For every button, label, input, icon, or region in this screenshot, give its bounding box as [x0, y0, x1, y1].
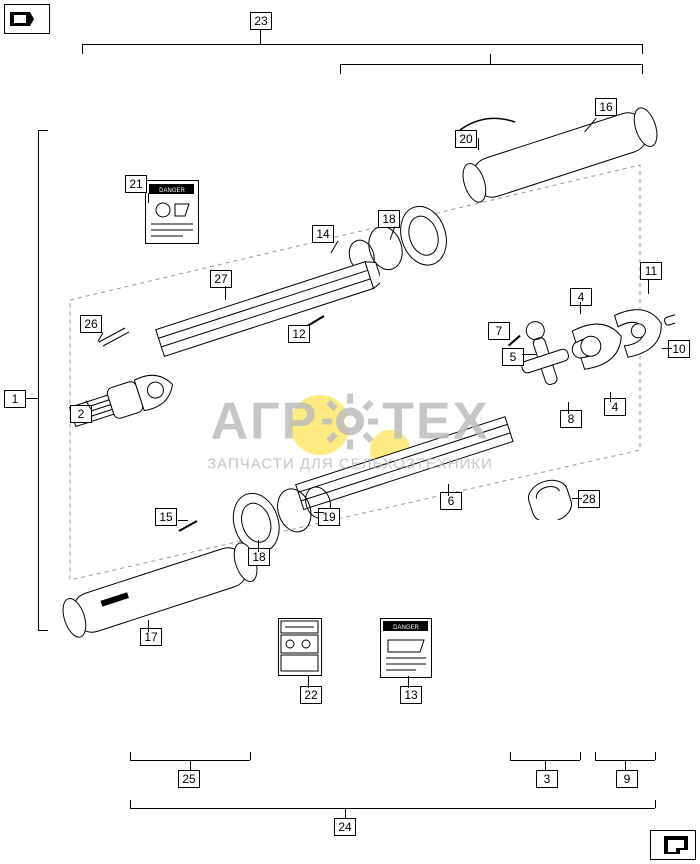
callout-7: 7	[488, 322, 510, 340]
callout-25: 25	[178, 770, 200, 788]
callout-18b: 18	[248, 548, 270, 566]
svg-text:DANGER: DANGER	[159, 188, 185, 194]
bracket-23	[82, 44, 642, 45]
bracket-1	[38, 130, 39, 630]
callout-4b: 4	[604, 398, 626, 416]
callout-21: 21	[125, 175, 147, 193]
callout-9: 9	[616, 770, 638, 788]
callout-17: 17	[140, 628, 162, 646]
bracket-24	[130, 808, 655, 809]
part-yoke-spline-2	[65, 360, 185, 440]
callout-3: 3	[536, 770, 558, 788]
callout-1: 1	[4, 390, 26, 408]
callout-22: 22	[300, 686, 322, 704]
callout-28: 28	[578, 490, 600, 508]
callout-15: 15	[155, 508, 177, 526]
callout-20: 20	[455, 130, 477, 148]
callout-11: 11	[640, 262, 662, 280]
callout-24: 24	[334, 818, 356, 836]
part-bushing-28	[520, 470, 576, 520]
callout-16: 16	[595, 98, 617, 116]
callout-19: 19	[318, 508, 340, 526]
callout-4a: 4	[570, 288, 592, 306]
page-icon-bottom-right	[650, 830, 696, 860]
warning-label-21: DANGER	[145, 180, 199, 244]
callout-18a: 18	[378, 210, 400, 228]
warning-label-13: DANGER	[380, 618, 432, 678]
callout-8: 8	[560, 410, 582, 428]
part-shaft-27	[150, 255, 380, 365]
svg-text:DANGER: DANGER	[393, 625, 419, 631]
page-icon-top-left	[4, 4, 50, 34]
callout-5: 5	[502, 348, 524, 366]
callout-26: 26	[80, 315, 102, 333]
callout-14: 14	[312, 225, 334, 243]
callout-13: 13	[400, 686, 422, 704]
callout-27: 27	[210, 270, 232, 288]
callout-6: 6	[440, 492, 462, 510]
warning-label-22	[278, 618, 322, 676]
callout-12: 12	[288, 325, 310, 343]
exploded-diagram: 23 1	[0, 0, 700, 864]
callout-10: 10	[668, 340, 690, 358]
callout-23: 23	[250, 12, 272, 30]
